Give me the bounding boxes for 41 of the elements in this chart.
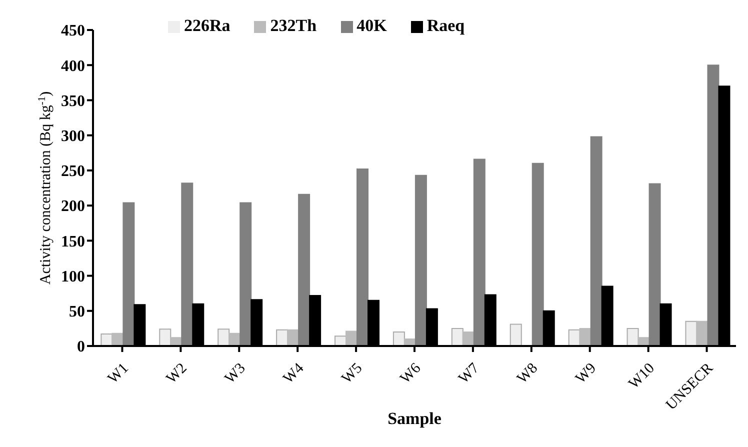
bar <box>218 328 230 346</box>
bar <box>510 324 522 346</box>
bar <box>356 168 368 346</box>
x-tick-label: W2 <box>164 360 190 387</box>
legend-label: Raeq <box>426 16 465 35</box>
bar <box>392 331 405 346</box>
bar <box>414 174 427 346</box>
y-tick-label: 450 <box>61 22 85 40</box>
x-tick-label: W4 <box>280 360 308 387</box>
bar <box>240 202 252 346</box>
x-tick-label: W3 <box>222 360 249 387</box>
bar <box>181 182 194 346</box>
y-tick-label: 300 <box>61 128 85 146</box>
legend-label: 232Th <box>270 16 317 35</box>
x-axis-title: Sample <box>388 409 442 428</box>
bar <box>707 64 720 346</box>
y-tick-label: 200 <box>61 198 85 216</box>
y-tick-label: 150 <box>61 233 85 250</box>
x-tick-label: W5 <box>339 360 366 387</box>
x-tick-label: W9 <box>572 360 600 387</box>
y-tick-label: 350 <box>61 92 85 110</box>
bar <box>648 183 661 346</box>
bar <box>626 328 639 346</box>
x-tick-label: W1 <box>105 360 132 387</box>
y-tick-label: 400 <box>61 58 85 75</box>
legend-label: 40K <box>356 16 387 35</box>
x-tick-label: W8 <box>514 360 542 387</box>
bar <box>298 194 310 346</box>
y-tick-label: 50 <box>69 304 85 321</box>
legend-label: 226Ra <box>184 16 230 35</box>
y-tick-label: 0 <box>77 338 85 356</box>
bar <box>532 162 544 346</box>
bar <box>590 136 602 346</box>
bar <box>159 328 172 346</box>
bar <box>473 158 486 346</box>
x-tick-label: W6 <box>397 360 424 387</box>
x-tick-label: W10 <box>626 360 658 392</box>
y-tick-label: 100 <box>61 268 85 286</box>
x-tick-label: W7 <box>456 360 483 387</box>
bar <box>122 202 135 346</box>
y-tick-label: 250 <box>61 163 85 180</box>
